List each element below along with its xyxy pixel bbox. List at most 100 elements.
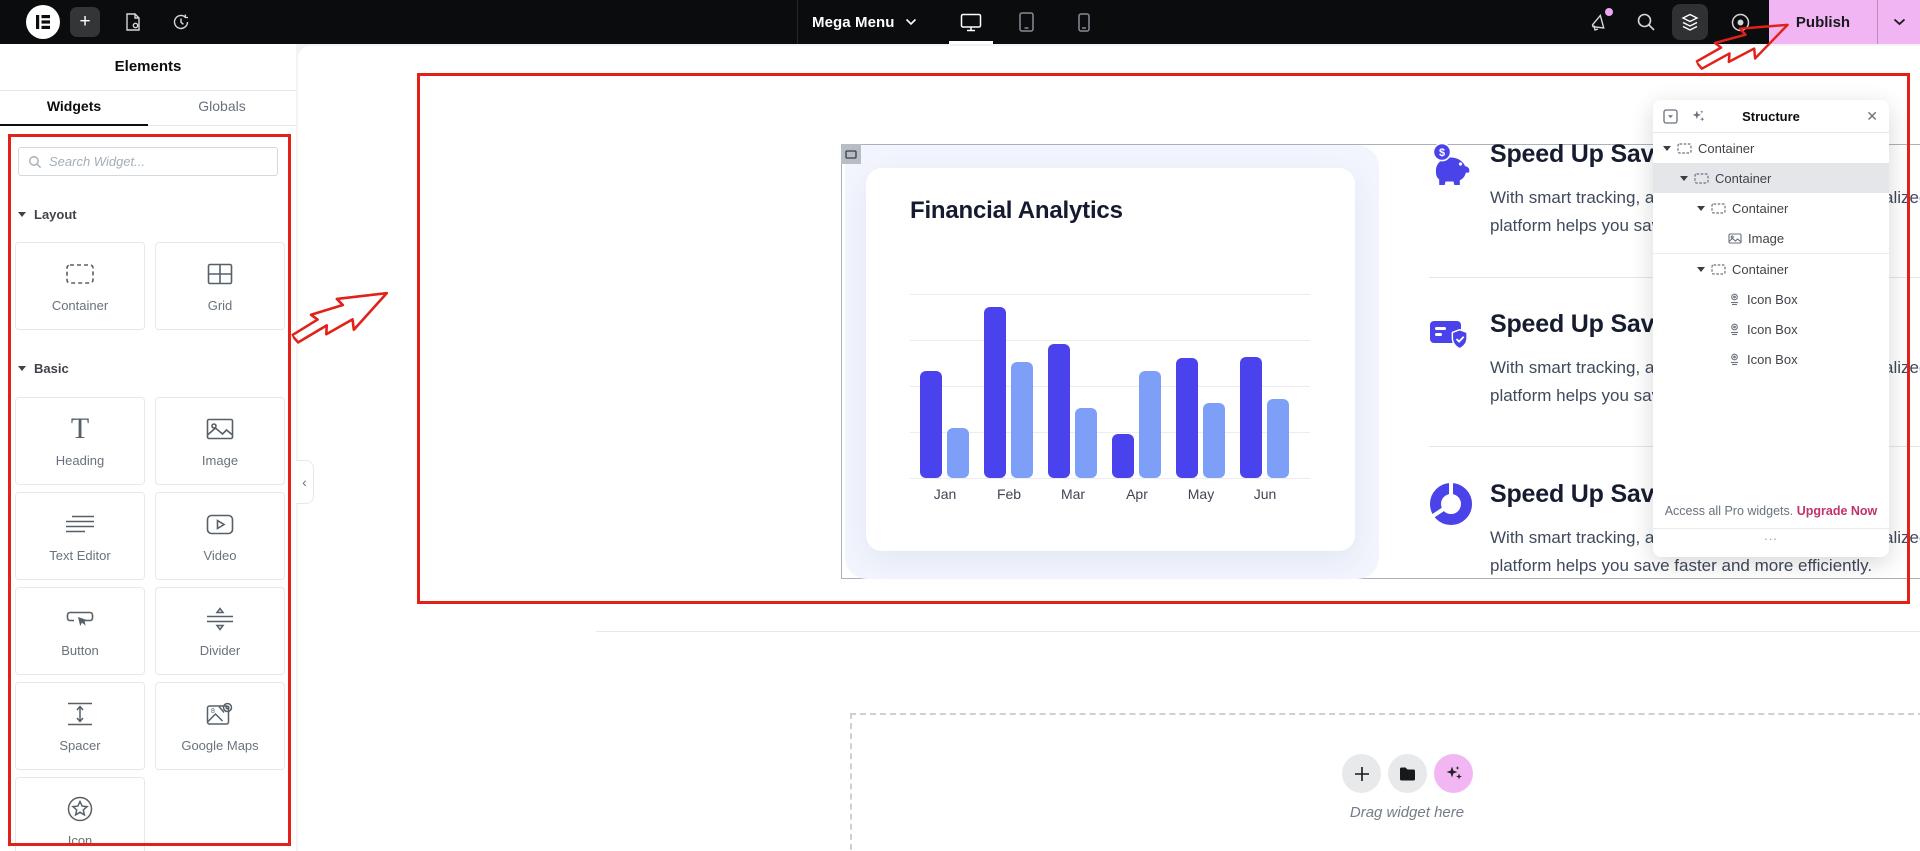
- bar-chart: [910, 294, 1310, 479]
- widget-button[interactable]: Button: [15, 587, 145, 675]
- bar-mar-primary: [1048, 344, 1070, 478]
- tree-caret-icon[interactable]: [1680, 175, 1688, 181]
- publish-button[interactable]: Publish: [1769, 0, 1877, 44]
- close-icon[interactable]: ✕: [1866, 108, 1878, 124]
- tree-item-container-root[interactable]: Container: [1653, 133, 1889, 163]
- pro-hint-text: Access all Pro widgets.: [1664, 504, 1794, 518]
- button-icon: [66, 604, 94, 634]
- section-basic[interactable]: Basic: [18, 361, 69, 376]
- device-desktop-active-indicator: [949, 41, 993, 44]
- text-editor-icon: [66, 509, 94, 539]
- google-maps-icon: 8: [206, 699, 234, 729]
- chart-x-axis: Jan Feb Mar Apr May Jun: [910, 486, 1310, 506]
- tree-item-icon-box[interactable]: Icon Box: [1653, 344, 1889, 374]
- page-settings-icon: [126, 13, 140, 31]
- search-icon: [29, 155, 42, 168]
- widget-icon[interactable]: Icon: [15, 777, 145, 851]
- panel-title: Elements: [114, 58, 182, 75]
- widget-spacer[interactable]: Spacer: [15, 682, 145, 770]
- add-element-button[interactable]: +: [70, 7, 100, 37]
- tree-item-container-selected[interactable]: Container: [1653, 163, 1889, 193]
- credit-card-shield-icon: [1430, 321, 1468, 350]
- panel-resize-handle[interactable]: ...: [1653, 528, 1889, 542]
- bar-may-secondary: [1203, 403, 1225, 478]
- document-switcher[interactable]: Mega Menu: [812, 0, 917, 44]
- structure-ai-button[interactable]: [1691, 109, 1706, 124]
- spacer-icon: [67, 699, 93, 729]
- container-handle-icon: [845, 149, 857, 159]
- widget-image[interactable]: Image: [155, 397, 285, 485]
- device-mobile-button[interactable]: [1066, 0, 1102, 44]
- bar-mar-secondary: [1075, 408, 1097, 478]
- empty-section-dropzone[interactable]: [850, 713, 1920, 851]
- widget-video[interactable]: Video: [155, 492, 285, 580]
- publish-label: Publish: [1795, 13, 1851, 31]
- notification-dot: [1605, 8, 1613, 16]
- template-library-button[interactable]: [1388, 754, 1427, 793]
- container-icon: [1694, 172, 1709, 184]
- container-icon: [65, 259, 95, 289]
- structure-mode-dropdown[interactable]: [1663, 108, 1678, 124]
- image-icon: [206, 414, 234, 444]
- drag-widget-hint: Drag widget here: [1349, 804, 1465, 821]
- folder-icon: [1400, 767, 1415, 780]
- container-icon: [1677, 142, 1692, 154]
- preview-button[interactable]: [1722, 0, 1758, 44]
- widget-google-maps[interactable]: 8 Google Maps: [155, 682, 285, 770]
- device-tablet-button[interactable]: [1008, 0, 1044, 44]
- structure-panel-title: Structure: [1742, 108, 1800, 124]
- tree-item-icon-box[interactable]: Icon Box: [1653, 284, 1889, 314]
- elementor-logo[interactable]: [26, 5, 60, 39]
- device-desktop-button[interactable]: [953, 0, 989, 44]
- widget-divider[interactable]: Divider: [155, 587, 285, 675]
- desktop-icon: [960, 13, 982, 31]
- tablet-icon: [1018, 12, 1034, 32]
- history-button[interactable]: [166, 0, 196, 44]
- video-icon: [206, 509, 234, 539]
- gridline: [910, 478, 1310, 479]
- x-tick: Apr: [1126, 486, 1148, 502]
- x-tick: Feb: [996, 486, 1022, 502]
- page-settings-button[interactable]: [118, 0, 148, 44]
- add-section-button[interactable]: [1342, 754, 1381, 793]
- bar-apr-primary: [1112, 434, 1134, 478]
- widget-grid[interactable]: Grid: [155, 242, 285, 330]
- widget-search: [18, 147, 278, 176]
- panel-divider: [0, 90, 296, 91]
- tab-widgets[interactable]: Widgets: [46, 98, 102, 114]
- x-tick: Jan: [933, 486, 957, 502]
- tree-item-icon-box[interactable]: Icon Box: [1653, 314, 1889, 344]
- container-edit-handle[interactable]: [841, 144, 861, 164]
- tree-item-container[interactable]: Container: [1653, 193, 1889, 223]
- tree-caret-icon[interactable]: [1663, 145, 1671, 151]
- icon-widget-icon: [67, 794, 93, 824]
- structure-toggle-button[interactable]: [1672, 4, 1708, 40]
- tree-item-container[interactable]: Container: [1653, 254, 1889, 284]
- document-title: Mega Menu: [812, 13, 895, 31]
- tab-globals[interactable]: Globals: [198, 98, 246, 114]
- widget-container[interactable]: Container: [15, 242, 145, 330]
- whats-new-button[interactable]: [1582, 0, 1618, 44]
- tree-caret-icon[interactable]: [1697, 205, 1705, 211]
- structure-panel: Structure ✕ Container Container Containe…: [1653, 100, 1889, 557]
- widget-text-editor[interactable]: Text Editor: [15, 492, 145, 580]
- container-icon: [1711, 202, 1726, 214]
- bar-feb-primary: [984, 307, 1006, 478]
- section-layout[interactable]: Layout: [18, 207, 77, 222]
- upgrade-now-link[interactable]: Upgrade Now: [1796, 504, 1878, 518]
- panel-collapse-handle[interactable]: ‹: [296, 460, 314, 504]
- plus-icon: [1354, 766, 1369, 781]
- publish-options-button[interactable]: [1877, 0, 1920, 44]
- chart-title: Financial Analytics: [910, 197, 1123, 224]
- collapse-caret-icon: [18, 366, 26, 371]
- gridline: [910, 432, 1310, 433]
- ai-builder-button[interactable]: [1434, 754, 1473, 793]
- ai-sparkle-icon: [1692, 109, 1705, 121]
- search-widget-input[interactable]: [49, 154, 249, 169]
- tree-caret-icon[interactable]: [1697, 266, 1705, 272]
- finder-search-button[interactable]: [1628, 0, 1664, 44]
- widget-heading[interactable]: T Heading: [15, 397, 145, 485]
- top-bar: + Mega Menu: [0, 0, 1920, 44]
- tree-item-image[interactable]: Image: [1653, 223, 1889, 253]
